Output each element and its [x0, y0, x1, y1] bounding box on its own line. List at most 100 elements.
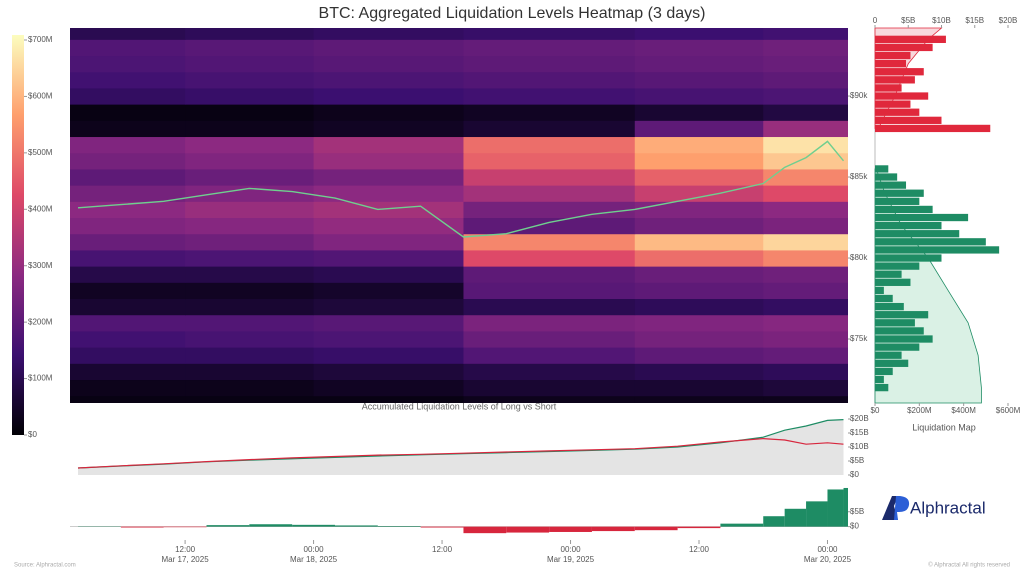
heat-cell [70, 282, 186, 300]
heat-cell [463, 120, 636, 138]
heat-cell [185, 314, 315, 332]
heat-cell [70, 87, 186, 105]
heat-cell [763, 152, 848, 170]
heat-cell [463, 266, 636, 283]
heat-cell [763, 233, 848, 251]
liquidation-bar [875, 100, 911, 108]
panel-title: Accumulated Liquidation Levels of Long v… [362, 401, 557, 411]
liquidation-bar [875, 278, 911, 286]
liquidation-bar [875, 43, 933, 52]
liquidation-bar [875, 383, 889, 392]
heat-cell [463, 136, 636, 154]
heat-cell [634, 217, 764, 235]
heat-cell [70, 266, 186, 283]
heat-cell [70, 136, 186, 154]
heat-cell [463, 314, 636, 332]
heat-cell [70, 347, 186, 364]
heat-cell [463, 152, 636, 170]
heat-cell [463, 71, 636, 89]
y-tick-label: $75k [850, 334, 868, 343]
heat-cell [634, 347, 764, 364]
heat-cell [634, 104, 764, 121]
heat-cell [463, 55, 636, 73]
heat-cell [185, 282, 315, 300]
brand: Alphractal [910, 498, 986, 517]
heat-cell [185, 185, 315, 202]
liquidation-bar [875, 205, 933, 214]
heat-cell [634, 152, 764, 170]
liquidation-bar [875, 59, 907, 68]
x-tick-label: 00:00 Mar 19, 2025 [546, 545, 595, 564]
logo-icon [882, 496, 898, 520]
heat-cell [313, 55, 464, 73]
heat-cell [70, 233, 186, 251]
heat-cell [313, 152, 464, 170]
heat-cell [763, 55, 848, 73]
delta-bar [549, 526, 592, 532]
heat-cell [634, 136, 764, 154]
liquidation-bar [875, 319, 915, 327]
heat-cell [70, 314, 186, 332]
heat-cell [185, 363, 315, 381]
heat-cell [313, 87, 464, 105]
heat-cell [185, 28, 315, 40]
x-tick-label: $400M [951, 406, 976, 415]
heat-cell [763, 168, 848, 186]
delta-bar [763, 516, 785, 527]
heat-cell [763, 39, 848, 57]
heat-cell [185, 379, 315, 397]
heat-cell [634, 249, 764, 267]
colorbar-tick-label: $700M [28, 35, 53, 44]
y-tick-label: $5B [850, 456, 864, 465]
heat-cell [763, 201, 848, 219]
heat-cell [70, 395, 186, 403]
liquidation-bar [875, 165, 889, 173]
x2-tick-label: $15B [965, 16, 984, 25]
x-tick-label: $200M [907, 406, 932, 415]
heat-cell [634, 363, 764, 381]
heat-cell [70, 168, 186, 186]
source: Source: Alphractal.com [14, 563, 76, 569]
heat-cell [185, 249, 315, 267]
x-tick-label: $600M [996, 406, 1021, 415]
liquidation-bar [875, 246, 1000, 254]
heat-cell [763, 185, 848, 202]
heat-cell [70, 104, 186, 121]
liquidation-bar [875, 92, 929, 100]
y-tick-label: $80k [850, 253, 868, 262]
heat-cell [763, 120, 848, 138]
heat-cell [463, 347, 636, 364]
heat-cell [763, 28, 848, 40]
heat-cell [313, 39, 464, 57]
heat-cell [70, 330, 186, 348]
heat-cell [313, 249, 464, 267]
colorbar-tick-label: $300M [28, 261, 53, 270]
delta-bar [249, 524, 293, 527]
liquidation-bar [875, 108, 920, 116]
y-tick-label: $5B [850, 507, 864, 516]
heat-cell [634, 55, 764, 73]
liquidation-bar [875, 35, 946, 43]
heat-cell [634, 282, 764, 300]
heat-cell [463, 298, 636, 316]
heat-cell [313, 201, 464, 219]
heat-cell [763, 395, 848, 403]
heat-cell [463, 395, 636, 403]
liquidation-bar [875, 262, 920, 270]
heat-cell [634, 266, 764, 283]
delta-bar [420, 526, 464, 528]
heat-cell [185, 104, 315, 121]
liquidation-bar [875, 327, 924, 335]
delta-bar [677, 526, 721, 529]
heat-cell [313, 136, 464, 154]
x2-tick-label: $20B [999, 16, 1018, 25]
liquidation-bar [875, 351, 902, 359]
heat-cell [313, 104, 464, 121]
delta-bar [163, 526, 207, 528]
liquidation-bar [875, 343, 920, 351]
heat-cell [185, 347, 315, 364]
x2-tick-label: $5B [901, 16, 915, 25]
colorbar-tick-label: $500M [28, 148, 53, 157]
heat-cell [463, 249, 636, 267]
